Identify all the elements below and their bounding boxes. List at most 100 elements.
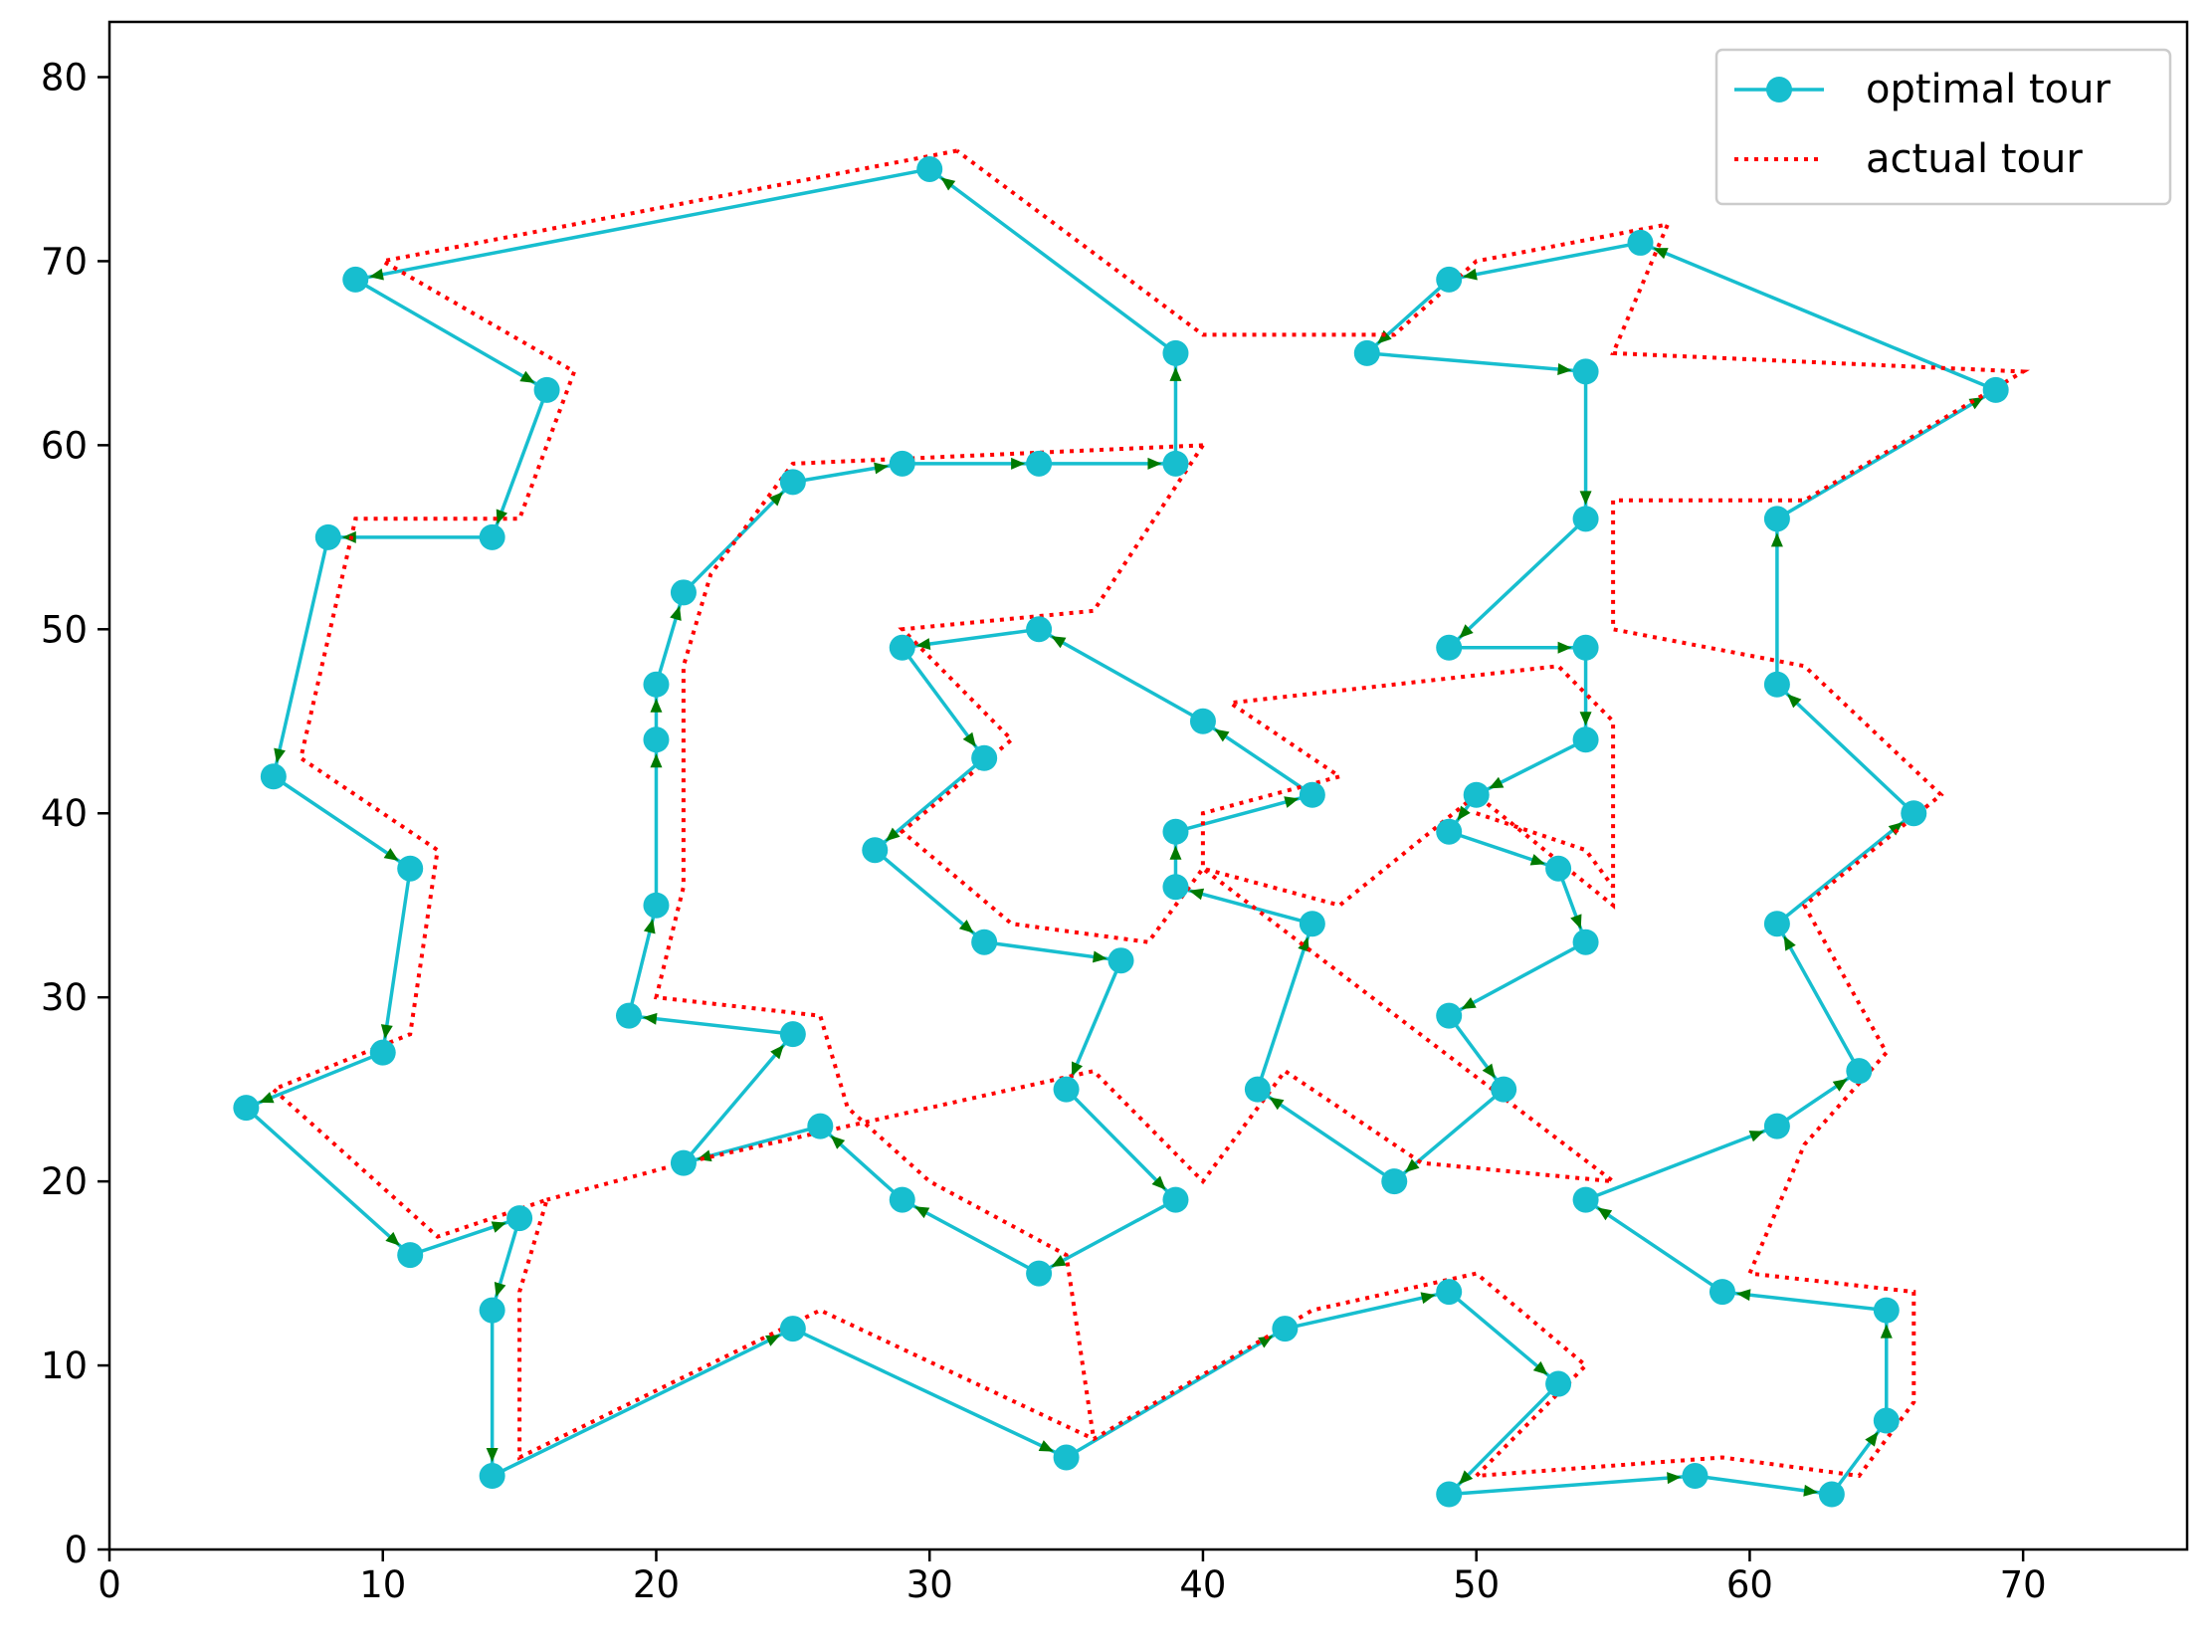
optimal-tour-segment [1830, 1419, 1889, 1496]
optimal-tour-segment [381, 868, 412, 1053]
tour-direction-arrow [1529, 854, 1545, 866]
tour-direction-arrow [1151, 1175, 1166, 1190]
tour-direction-arrow [1298, 936, 1309, 952]
city-marker [1162, 339, 1189, 366]
city-marker [1353, 339, 1380, 366]
tour-direction-arrow [1803, 1484, 1818, 1497]
optimal-tour-segment [491, 1327, 794, 1478]
tour-direction-arrow [650, 753, 663, 768]
x-tick-label: 10 [359, 1563, 406, 1606]
city-marker [1053, 1444, 1080, 1471]
city-marker [807, 1113, 834, 1139]
tour-direction-arrow [486, 1448, 499, 1463]
tour-direction-arrow [1579, 712, 1592, 726]
city-marker [397, 1242, 424, 1269]
city-marker [1572, 726, 1599, 753]
optimal-tour-segment [1556, 868, 1588, 943]
city-marker [1572, 634, 1599, 661]
tour-direction-arrow [1258, 1336, 1274, 1348]
tour-direction-arrow [519, 370, 535, 383]
tour-direction-arrow [670, 605, 682, 621]
tour-direction-arrow [1462, 268, 1478, 281]
tour-direction-arrow [1482, 1063, 1496, 1079]
tour-direction-arrow [1038, 1440, 1054, 1452]
city-marker [1901, 800, 1927, 827]
city-marker [779, 1316, 806, 1342]
legend: optimal tour actual tour [1714, 48, 2172, 206]
city-marker [643, 671, 670, 698]
optimal-tour-segment [1448, 517, 1587, 650]
optimal-tour-segment [792, 1327, 1068, 1460]
city-marker [779, 469, 806, 496]
optimal-tour-segment [1065, 1327, 1287, 1460]
actual-tour-line [654, 443, 1203, 1440]
x-tick-label: 40 [1179, 1563, 1226, 1606]
tour-direction-arrow [768, 492, 783, 507]
tour-direction-arrow [1459, 624, 1474, 639]
city-marker [616, 1002, 642, 1029]
city-marker [1572, 358, 1599, 385]
city-marker [1763, 1113, 1790, 1139]
city-marker [1272, 1316, 1299, 1342]
city-marker [916, 155, 943, 182]
city-marker [314, 523, 341, 550]
optimal-tour-segment [1584, 1125, 1778, 1202]
city-marker [1436, 1279, 1463, 1306]
optimal-tour-segment [928, 167, 1177, 355]
tour-direction-arrow [1557, 363, 1572, 376]
tour-direction-arrow [385, 1231, 400, 1246]
optimal-tour-segment [1775, 923, 1861, 1073]
plot-frame [107, 20, 2189, 1551]
y-tick-label: 80 [41, 56, 88, 99]
city-marker [1572, 929, 1599, 955]
optimal-tour-segment [1775, 683, 1915, 815]
legend-box [1714, 48, 2172, 206]
tour-direction-arrow [1188, 888, 1205, 901]
tour-direction-arrow [496, 509, 508, 524]
optimal-tour-segment [1366, 351, 1586, 374]
tour-direction-arrow [1888, 822, 1904, 836]
x-tick-label: 70 [2000, 1563, 2047, 1606]
tour-direction-arrow [1169, 366, 1182, 381]
city-marker [643, 726, 670, 753]
x-tick-label: 0 [98, 1563, 121, 1606]
city-marker [1709, 1279, 1735, 1306]
tour-direction-arrow [1735, 1289, 1751, 1302]
city-marker [479, 1297, 505, 1324]
y-tick-label: 40 [41, 792, 88, 835]
optimal-tour-segment [245, 1106, 412, 1257]
tour-direction-arrow [1459, 1470, 1474, 1485]
city-marker [1299, 781, 1325, 808]
tour-direction-arrow [369, 268, 384, 281]
city-marker [1982, 376, 2009, 403]
actual-tour-line [270, 148, 2031, 1479]
tour-direction-arrow [1770, 532, 1783, 547]
city-marker [533, 376, 560, 403]
city-marker [1627, 229, 1654, 256]
tour-direction-arrow [1880, 1324, 1893, 1339]
city-marker [479, 1463, 505, 1490]
tour-direction-arrow [1787, 694, 1802, 709]
optimal-tour-segment [1449, 1474, 1696, 1497]
x-tick-label: 20 [633, 1563, 680, 1606]
city-marker [1545, 855, 1572, 882]
x-tick-label: 60 [1726, 1563, 1773, 1606]
city-marker [1846, 1058, 1873, 1085]
tour-direction-arrow [1147, 457, 1162, 470]
tour-direction-arrow [1092, 950, 1107, 963]
tour-direction-arrow [1169, 845, 1182, 860]
tour-direction-arrow [962, 731, 976, 747]
tour-direction-arrow [1457, 805, 1471, 821]
city-marker [506, 1205, 533, 1232]
city-marker [1244, 1076, 1271, 1103]
tour-direction-arrow [643, 919, 656, 934]
tour-direction-arrow [830, 1135, 846, 1149]
city-marker [1436, 818, 1463, 845]
tour-direction-arrow [765, 1335, 781, 1346]
city-marker [1572, 506, 1599, 532]
optimal-tour-segment [682, 1033, 795, 1164]
tour-direction-arrow [494, 1282, 506, 1298]
city-marker [889, 450, 915, 477]
tour-direction-arrow [1420, 1292, 1436, 1305]
